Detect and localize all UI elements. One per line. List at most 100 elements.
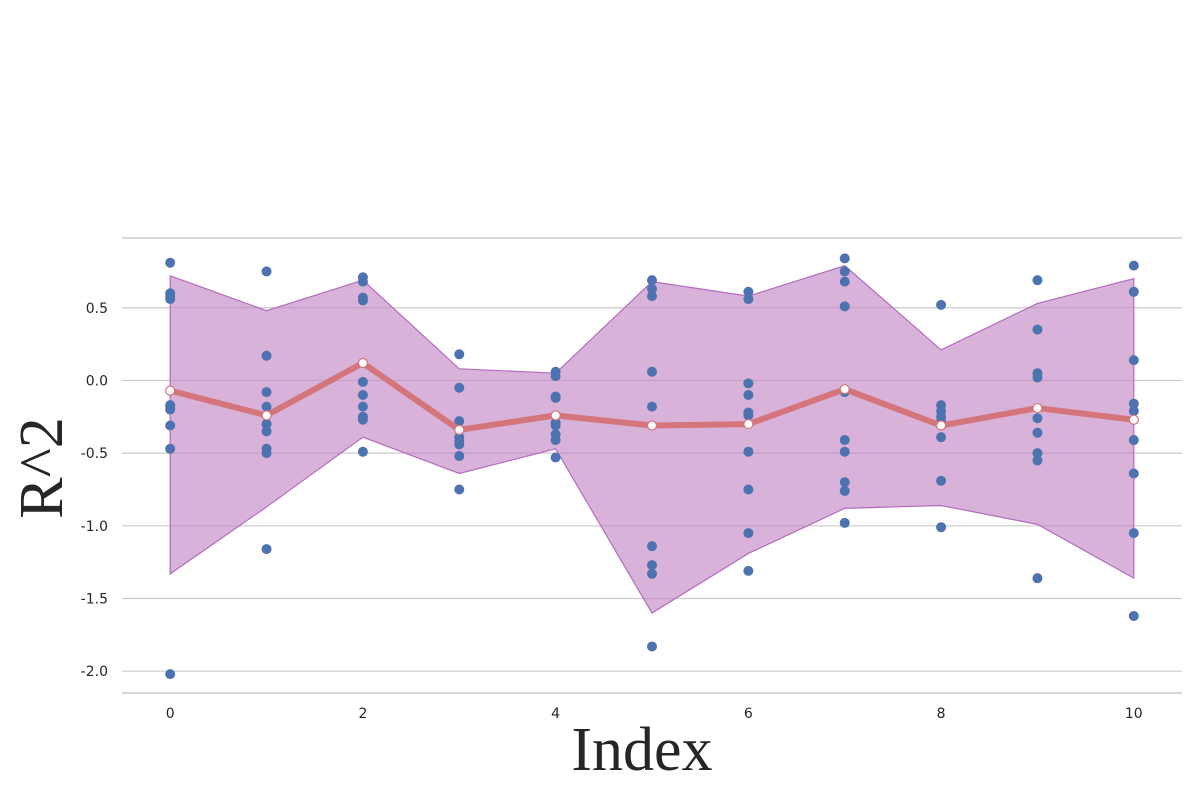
y-tick-label: -1.5 [81, 592, 108, 608]
scatter-point [261, 426, 272, 437]
scatter-point [647, 560, 657, 571]
mean-marker [165, 385, 176, 396]
x-tick-label: 10 [1125, 706, 1143, 722]
scatter-point [839, 446, 850, 457]
x-tick-label: 4 [551, 706, 560, 722]
scatter-point [454, 349, 465, 360]
mean-marker [743, 418, 754, 430]
scatter-point [839, 435, 850, 446]
scatter-point [261, 401, 272, 412]
scatter-point [261, 350, 272, 361]
scatter-point [550, 452, 561, 463]
scatter-layer [165, 253, 1139, 680]
scatter-point [357, 276, 368, 287]
mean-marker [935, 420, 947, 431]
y-axis-title: R^2 [8, 417, 76, 518]
band-layer [169, 264, 1135, 614]
scatter-point [1032, 413, 1043, 424]
scatter-point [1032, 372, 1043, 383]
scatter-point [743, 378, 754, 389]
scatter-point [936, 299, 947, 310]
scatter-point [357, 389, 368, 400]
scatter-point [647, 275, 657, 286]
scatter-point [743, 484, 754, 495]
mean-marker [1128, 414, 1139, 425]
x-tick-label: 0 [166, 706, 175, 722]
scatter-point [936, 475, 947, 486]
x-tick-label: 6 [744, 706, 753, 722]
scatter-point [454, 382, 465, 393]
scatter-point [165, 294, 176, 305]
scatter-point [1128, 468, 1139, 479]
scatter-point [647, 401, 657, 412]
scatter-point [1128, 355, 1139, 366]
scatter-point [454, 439, 465, 450]
scatter-point [550, 435, 561, 446]
scatter-point [647, 541, 657, 552]
scatter-point [839, 266, 850, 277]
mean-marker [261, 410, 272, 421]
mean-marker [839, 384, 850, 395]
scatter-point [743, 294, 754, 305]
y-tick-label: -1.0 [81, 519, 108, 535]
scatter-point [1032, 275, 1043, 286]
scatter-point [261, 544, 272, 555]
scatter-point [165, 257, 176, 268]
scatter-point [743, 446, 754, 457]
scatter-point [743, 565, 754, 576]
scatter-point [936, 522, 947, 533]
scatter-point [936, 432, 947, 443]
scatter-point [647, 641, 657, 652]
scatter-point [743, 286, 754, 297]
scatter-point [165, 669, 176, 680]
line-layer [165, 357, 1139, 435]
scatter-point [1128, 286, 1139, 297]
scatter-point [839, 301, 850, 312]
scatter-point [357, 446, 368, 457]
scatter-point [550, 420, 561, 431]
scatter-point [743, 410, 754, 421]
scatter-point [454, 484, 465, 495]
confidence-band [169, 264, 1135, 614]
scatter-point [1032, 427, 1043, 438]
scatter-point [550, 392, 561, 403]
scatter-point [647, 291, 657, 302]
scatter-point [357, 414, 368, 425]
scatter-point [261, 387, 272, 398]
y-tick-label: -2.0 [81, 664, 108, 680]
scatter-point [261, 266, 272, 277]
scatter-point [165, 404, 176, 415]
y-tick-label: -0.5 [81, 446, 108, 462]
tick-layer: -2.0 -1.5 -1.0 -0.5 0.0 0.5 0 2 4 6 8 10 [81, 301, 1143, 722]
scatter-point [647, 568, 657, 579]
mean-marker [550, 410, 561, 421]
scatter-point [357, 295, 368, 306]
y-tick-label: 0.0 [86, 373, 108, 389]
mean-marker [646, 420, 658, 431]
scatter-point [1032, 324, 1043, 335]
scatter-point [1032, 455, 1043, 466]
mean-marker [357, 357, 369, 369]
scatter-point [839, 253, 850, 264]
scatter-point [1128, 528, 1139, 539]
scatter-point [647, 283, 657, 294]
mean-marker [454, 424, 465, 435]
scatter-point [357, 401, 368, 412]
x-tick-label: 8 [937, 706, 946, 722]
scatter-point [839, 276, 850, 287]
scatter-point [1032, 448, 1043, 459]
scatter-point [550, 371, 561, 382]
scatter-point [165, 443, 176, 454]
y-tick-label: 0.5 [86, 301, 108, 317]
scatter-point [454, 416, 465, 427]
scatter-point [1128, 260, 1139, 271]
scatter-point [454, 451, 465, 462]
scatter-point [1128, 405, 1139, 416]
scatter-point [839, 485, 850, 496]
scatter-point [839, 517, 850, 528]
scatter-point [1128, 398, 1139, 409]
scatter-point [1128, 610, 1139, 621]
scatter-point [839, 477, 850, 488]
